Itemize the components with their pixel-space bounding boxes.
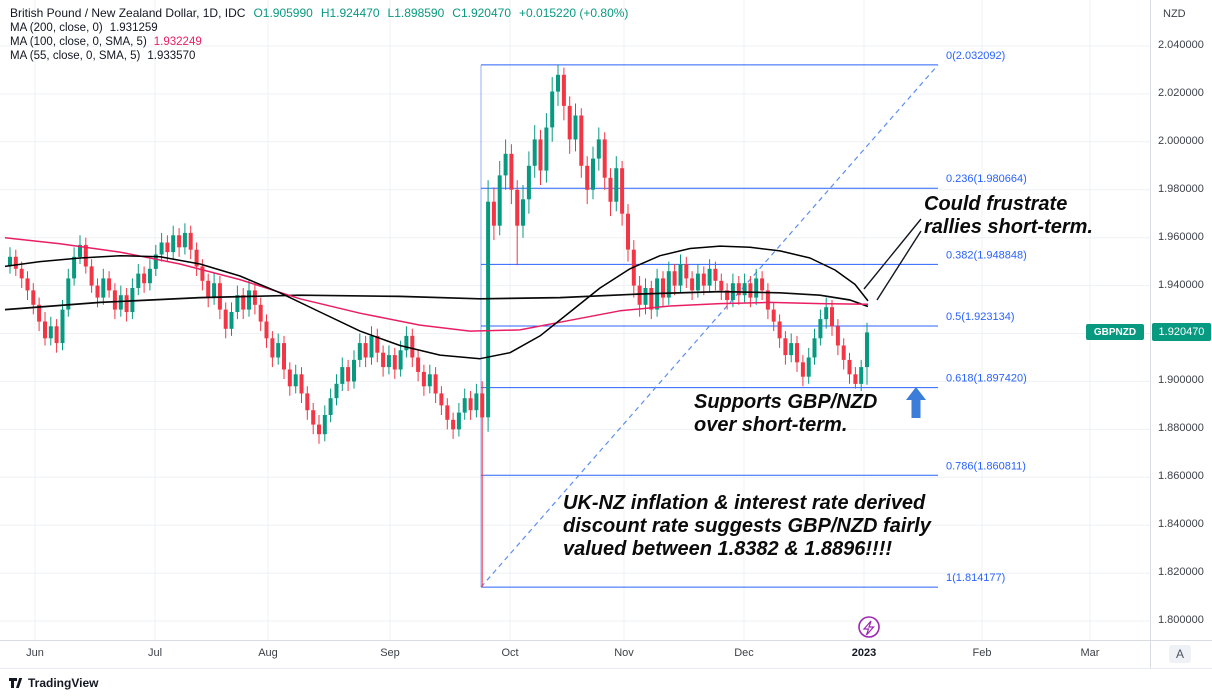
price-axis-label: 2.020000 — [1158, 87, 1204, 99]
ohlc-close: C1.920470 — [452, 6, 511, 20]
price-axis-label: 1.800000 — [1158, 614, 1204, 626]
fib-level-label: 1(1.814177) — [946, 572, 1005, 584]
price-axis-label: 1.980000 — [1158, 183, 1204, 195]
last-price-tag: 1.920470 — [1152, 323, 1211, 341]
ma-55-line[interactable] — [4, 245, 869, 360]
fib-level-label: 0(2.032092) — [946, 50, 1005, 62]
tradingview-logo-icon[interactable] — [8, 675, 23, 690]
fib-level-label: 0.618(1.897420) — [946, 373, 1027, 385]
ohlc-change: +0.015220 (+0.80%) — [519, 6, 629, 20]
ohlc-high: H1.924470 — [320, 6, 380, 20]
symbol-price-tag: GBPNZD — [1086, 324, 1144, 340]
time-axis-label: Oct — [501, 647, 519, 659]
axis-currency-label: NZD — [1163, 8, 1186, 20]
time-axis-label: Feb — [972, 647, 992, 659]
annotation-pointer-line[interactable] — [876, 230, 922, 301]
ma-200-line[interactable] — [4, 290, 869, 311]
fib-level-label: 0.5(1.923134) — [946, 311, 1015, 323]
lightning-bolt-icon — [862, 620, 875, 636]
fib-level-label: 0.382(1.948848) — [946, 249, 1027, 261]
candlestick-series — [8, 64, 869, 587]
time-axis-label: Sep — [380, 647, 400, 659]
fib-level-label: 0.786(1.860811) — [946, 460, 1026, 472]
price-axis-label: 2.040000 — [1158, 39, 1204, 51]
price-axis[interactable]: NZD 1.920470 2.040000 2.020000 2.000000 1.9… — [1150, 0, 1212, 640]
price-axis-label: 1.860000 — [1158, 470, 1204, 482]
ma200-legend-label[interactable]: MA (200, close, 0) — [10, 22, 103, 34]
ma100-legend-label[interactable]: MA (100, close, 0, SMA, 5) — [10, 36, 147, 48]
fib-retracement[interactable]: 0(2.032092) 0.236(1.980664) 0.382(1.948848… — [480, 50, 1027, 588]
time-axis-label: 2023 — [851, 647, 877, 659]
time-axis-label: Dec — [734, 647, 754, 659]
annotation-pointer-line[interactable] — [863, 218, 922, 290]
annotation-valuation-note[interactable]: UK-NZ inflation & interest rate derived … — [563, 492, 931, 560]
price-axis-label: 1.880000 — [1158, 422, 1204, 434]
price-axis-label: 1.820000 — [1158, 566, 1204, 578]
gridlines — [0, 0, 1150, 640]
time-axis-label: Aug — [258, 647, 278, 659]
fib-trendline[interactable] — [480, 64, 939, 588]
time-axis[interactable]: Jun Jul Aug Sep Oct Nov Dec 2023 Feb Mar A — [0, 640, 1212, 669]
chart-pane[interactable]: 0(2.032092) 0.236(1.980664) 0.382(1.948848… — [0, 0, 1150, 640]
ma55-legend-label[interactable]: MA (55, close, 0, SMA, 5) — [10, 50, 141, 62]
ma55-legend-value: 1.933570 — [147, 50, 196, 62]
fib-level-label: 0.236(1.980664) — [946, 173, 1027, 185]
annotation-could-frustrate[interactable]: Could frustrate rallies short-term. — [924, 193, 1093, 238]
axis-corner-cell: A — [1150, 641, 1212, 669]
ohlc-low: L1.898590 — [387, 6, 445, 20]
ma200-legend-value: 1.931259 — [109, 22, 158, 34]
axis-settings-button[interactable]: A — [1169, 645, 1191, 663]
time-axis-label: Mar — [1080, 647, 1100, 659]
time-axis-label: Nov — [614, 647, 634, 659]
ma100-legend-value: 1.932249 — [153, 36, 202, 48]
tradingview-logo-text[interactable]: TradingView — [28, 675, 99, 690]
time-axis-label: Jul — [147, 647, 163, 659]
price-axis-label: 1.960000 — [1158, 231, 1204, 243]
price-chart-canvas[interactable]: 0(2.032092) 0.236(1.980664) 0.382(1.948848… — [0, 0, 1150, 640]
symbol-title[interactable]: British Pound / New Zealand Dollar, 1D, … — [10, 6, 246, 20]
price-axis-label: 2.000000 — [1158, 135, 1204, 147]
time-axis-label: Jun — [26, 647, 44, 659]
price-axis-label: 1.840000 — [1158, 518, 1204, 530]
ma-100-line[interactable] — [4, 236, 869, 332]
annotation-supports-gbpnzd[interactable]: Supports GBP/NZD over short-term. — [694, 391, 878, 436]
chart-legend: British Pound / New Zealand Dollar, 1D, … — [10, 6, 628, 64]
status-bar: TradingView — [0, 668, 1212, 696]
ohlc-open: O1.905990 — [253, 6, 313, 20]
price-axis-label: 1.900000 — [1158, 374, 1204, 386]
up-arrow-icon[interactable] — [906, 387, 926, 418]
price-axis-label: 1.940000 — [1158, 279, 1204, 291]
